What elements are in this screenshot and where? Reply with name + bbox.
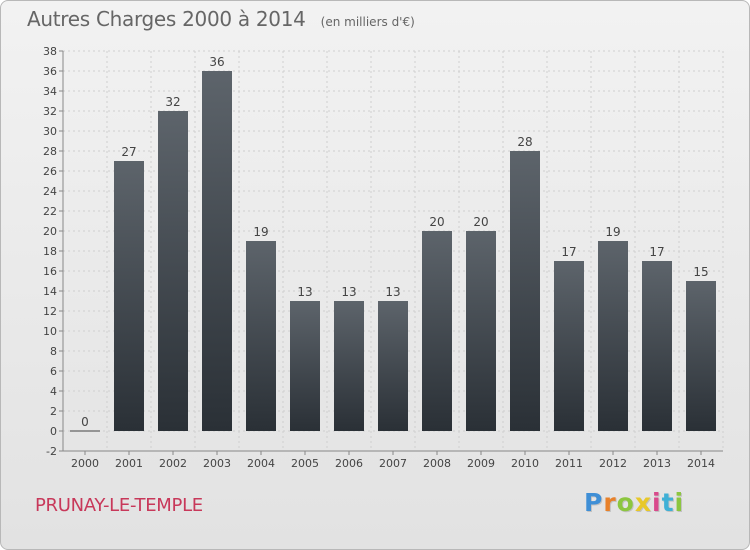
x-tick-label: 2012	[599, 457, 627, 470]
y-tick-label: 36	[43, 65, 57, 78]
bar	[378, 301, 408, 431]
bar	[554, 261, 584, 431]
bar	[642, 261, 672, 431]
bar	[114, 161, 144, 431]
y-tick-label: 26	[43, 165, 57, 178]
bar	[422, 231, 452, 431]
y-tick-label: 24	[43, 185, 57, 198]
logo-letter: r	[603, 488, 617, 517]
y-tick-label: 18	[43, 245, 57, 258]
bar	[246, 241, 276, 431]
bar	[202, 71, 232, 431]
x-tick-label: 2006	[335, 457, 363, 470]
value-label: 13	[385, 285, 400, 299]
x-tick-label: 2008	[423, 457, 451, 470]
x-tick-label: 2003	[203, 457, 231, 470]
value-label: 36	[209, 55, 224, 69]
axes	[59, 50, 723, 455]
x-tick-label: 2001	[115, 457, 143, 470]
y-tick-label: 34	[43, 85, 57, 98]
y-tick-label: 32	[43, 105, 57, 118]
y-tick-label: 30	[43, 125, 57, 138]
logo-letter: i	[674, 488, 685, 517]
bar	[158, 111, 188, 431]
y-tick-label: 20	[43, 225, 57, 238]
y-tick-label: 22	[43, 205, 57, 218]
bar	[290, 301, 320, 431]
labels: -202468101214161820222426283032343638020…	[43, 45, 715, 470]
bar	[466, 231, 496, 431]
x-tick-label: 2004	[247, 457, 275, 470]
y-tick-label: -2	[46, 445, 57, 458]
value-label: 20	[429, 215, 444, 229]
value-label: 19	[605, 225, 620, 239]
bar	[510, 151, 540, 431]
x-tick-label: 2007	[379, 457, 407, 470]
y-tick-label: 38	[43, 45, 57, 58]
y-tick-label: 2	[50, 405, 57, 418]
logo-letter: x	[634, 488, 652, 517]
proxiti-logo: Proxiti	[584, 488, 684, 517]
value-label: 20	[473, 215, 488, 229]
bar	[598, 241, 628, 431]
value-label: 27	[121, 145, 136, 159]
y-tick-label: 12	[43, 305, 57, 318]
x-tick-label: 2011	[555, 457, 583, 470]
logo-letter: i	[652, 488, 662, 517]
chart-subtitle: (en milliers d'€)	[320, 15, 415, 29]
value-label: 13	[297, 285, 312, 299]
x-tick-label: 2000	[71, 457, 99, 470]
value-label: 0	[81, 415, 89, 429]
chart-title: Autres Charges 2000 à 2014	[27, 7, 306, 31]
bars	[70, 71, 716, 432]
x-tick-label: 2005	[291, 457, 319, 470]
y-tick-label: 28	[43, 145, 57, 158]
value-label: 15	[693, 265, 708, 279]
y-tick-label: 4	[50, 385, 57, 398]
value-label: 19	[253, 225, 268, 239]
y-tick-label: 10	[43, 325, 57, 338]
value-label: 28	[517, 135, 532, 149]
y-tick-label: 0	[50, 425, 57, 438]
y-tick-label: 8	[50, 345, 57, 358]
x-tick-label: 2002	[159, 457, 187, 470]
value-label: 13	[341, 285, 356, 299]
value-label: 32	[165, 95, 180, 109]
bar	[686, 281, 716, 431]
town-name: PRUNAY-LE-TEMPLE	[35, 495, 203, 516]
bar	[334, 301, 364, 431]
x-tick-label: 2009	[467, 457, 495, 470]
x-tick-label: 2010	[511, 457, 539, 470]
y-tick-label: 6	[50, 365, 57, 378]
logo-letter: P	[584, 488, 604, 517]
y-tick-label: 16	[43, 265, 57, 278]
logo-letter: o	[616, 488, 635, 517]
chart-header: Autres Charges 2000 à 2014 (en milliers …	[27, 7, 415, 31]
logo-letter: t	[661, 488, 675, 517]
x-tick-label: 2014	[687, 457, 715, 470]
x-tick-label: 2013	[643, 457, 671, 470]
value-label: 17	[649, 245, 664, 259]
value-label: 17	[561, 245, 576, 259]
y-tick-label: 14	[43, 285, 57, 298]
